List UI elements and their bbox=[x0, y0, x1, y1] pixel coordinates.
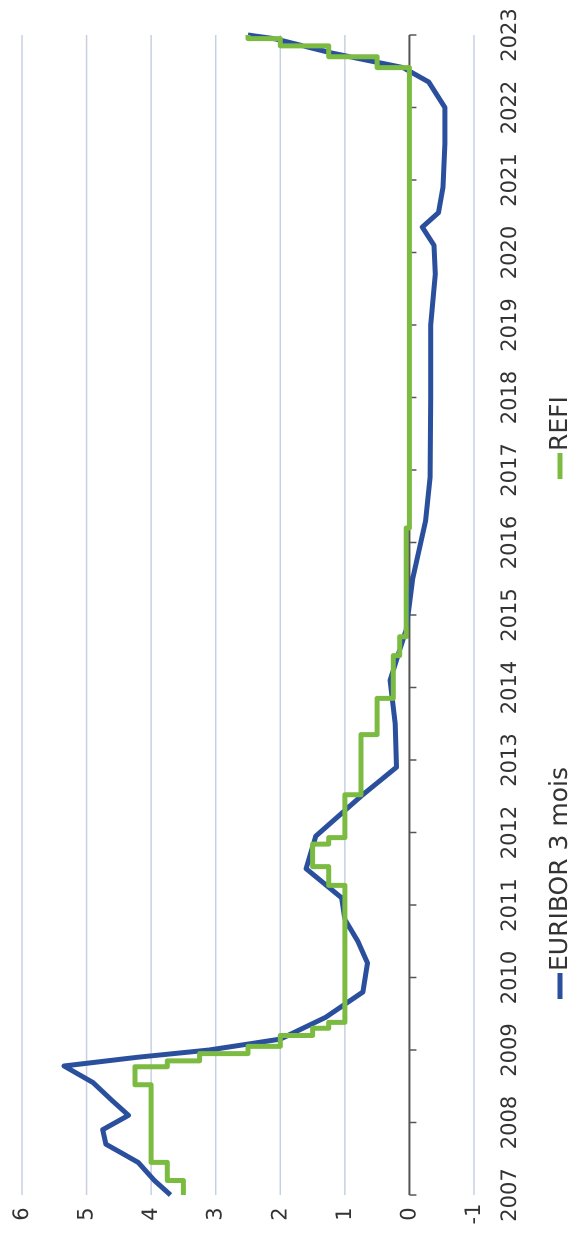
x-tick-label: 2017 bbox=[497, 443, 521, 496]
x-tick-label: 2008 bbox=[497, 1096, 521, 1149]
x-tick-label: 2010 bbox=[497, 951, 521, 1004]
y-tick-label: 6 bbox=[9, 1207, 33, 1220]
x-tick-label: 2022 bbox=[497, 81, 521, 134]
x-tick-label: 2018 bbox=[497, 371, 521, 424]
x-tick-label: 2023 bbox=[497, 8, 521, 61]
x-tick-label: 2014 bbox=[497, 661, 521, 714]
x-tick-label: 2009 bbox=[497, 1023, 521, 1076]
y-tick-label: 5 bbox=[74, 1207, 98, 1220]
x-tick-label: 2015 bbox=[497, 588, 521, 641]
y-tick-label: 2 bbox=[267, 1207, 291, 1220]
legend-label: EURIBOR 3 mois bbox=[544, 767, 573, 971]
x-tick-label: 2020 bbox=[497, 226, 521, 279]
legend-label: REFI bbox=[544, 396, 573, 451]
x-tick-label: 2019 bbox=[497, 298, 521, 351]
y-tick-label: 4 bbox=[138, 1207, 162, 1220]
x-tick-label: 2011 bbox=[497, 878, 521, 931]
x-tick-label: 2013 bbox=[497, 733, 521, 786]
line-series bbox=[132, 35, 412, 1195]
y-tick-label: 1 bbox=[332, 1207, 356, 1220]
x-tick-label: 2012 bbox=[497, 806, 521, 859]
x-tick-label: 2021 bbox=[497, 153, 521, 206]
y-tick-label: 0 bbox=[396, 1207, 420, 1220]
y-tick-label: 3 bbox=[203, 1207, 227, 1220]
rotated-chart: -1 0 1 2 3 4 5 6 2007 2008 2009 2010 2011 2012 2013 201… bbox=[9, 8, 573, 1224]
x-tick-label: 2007 bbox=[497, 1168, 521, 1221]
line-series bbox=[61, 32, 448, 1197]
x-tick-label: 2016 bbox=[497, 516, 521, 569]
y-tick-label: -1 bbox=[461, 1204, 485, 1225]
